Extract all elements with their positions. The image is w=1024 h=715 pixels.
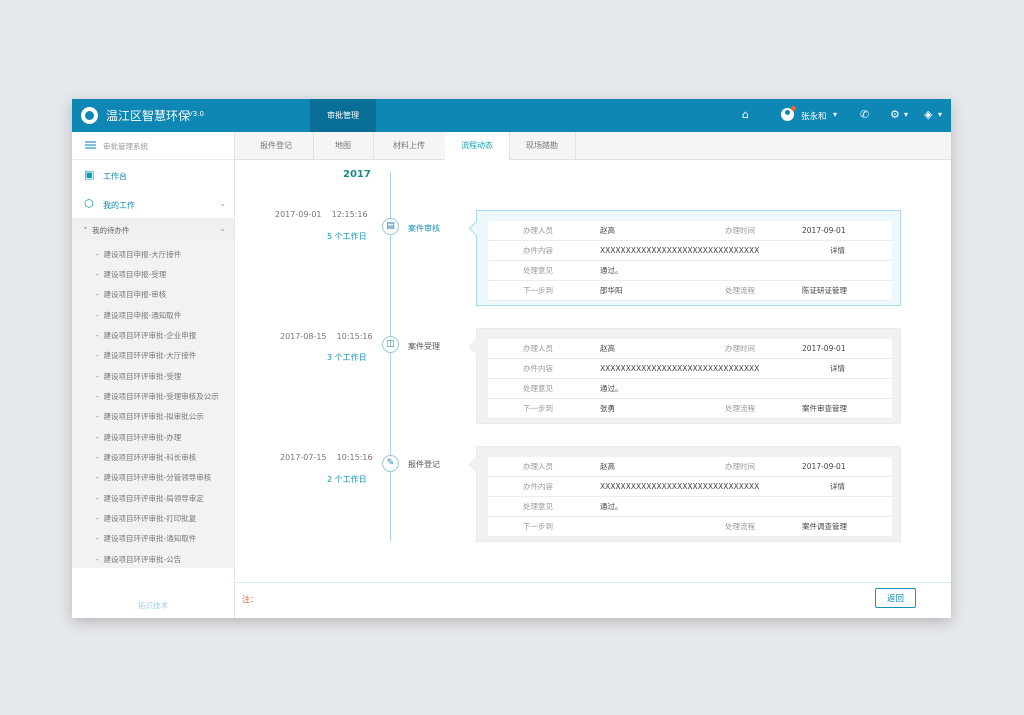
submenu-leaf[interactable]: - 建设项目申报-审核 bbox=[96, 290, 167, 299]
event-date: 2017-08-15 10:15:16 bbox=[280, 332, 373, 341]
submenu-leaf[interactable]: - 建设项目申报-受理 bbox=[96, 270, 167, 279]
app-version: V3.0 bbox=[188, 110, 204, 118]
detail-link[interactable]: 详情 bbox=[790, 358, 892, 379]
main-content: 报件登记 地图 材料上传 流程动态 现场踏勘 2017 2017-09-01 1… bbox=[235, 132, 951, 618]
chevron-down-icon[interactable]: ▾ bbox=[938, 110, 943, 119]
event-title: 案件审核 bbox=[408, 224, 440, 233]
tab-bar: 报件登记 地图 材料上传 流程动态 现场踏勘 bbox=[235, 132, 951, 160]
notification-dot bbox=[791, 106, 796, 111]
submenu-leaf[interactable]: - 建设项目环评审批-通知取件 bbox=[96, 534, 197, 543]
submenu-leaf[interactable]: - 建设项目环评审批-分管领导审核 bbox=[96, 473, 212, 482]
chevron-down-icon[interactable]: ▾ bbox=[833, 110, 838, 119]
phone-icon[interactable]: ✆ bbox=[860, 108, 870, 121]
sidebar-footer: 拓识技术 bbox=[138, 601, 168, 610]
event-duration: 3 个工作日 bbox=[327, 353, 367, 362]
tab-map[interactable]: 地图 bbox=[313, 132, 374, 159]
submenu-leaf[interactable]: - 建设项目环评审批-打印批复 bbox=[96, 514, 197, 523]
app-window: 温江区智慧环保 V3.0 审批管理 ⌂ 张永和 ▾ ✆ ⚙ ▾ ◈ ▾ 审批管理… bbox=[72, 99, 951, 618]
submenu-label: 我的待办件 bbox=[92, 226, 130, 235]
footer-bar: 注： 返回 bbox=[235, 582, 951, 618]
menu-icon[interactable] bbox=[85, 141, 96, 149]
event-card: 办理人员 赵高 办理时间 2017-09-01 办件内容 XXXXXXXXXXXXXXX… bbox=[468, 446, 901, 542]
submenu-leaf[interactable]: - 建设项目申报-通知取件 bbox=[96, 311, 182, 320]
sidebar-item-my-work[interactable]: ⬡ 我的工作 ⌄ bbox=[72, 191, 234, 218]
sidebar-item-label: 工作台 bbox=[103, 172, 127, 181]
note-label: 注： bbox=[242, 595, 258, 604]
event-card: 办理人员 赵高 办理时间 2017-09-01 办件内容 XXXXXXXXXXXXXXX… bbox=[468, 210, 901, 306]
module-tab-approval[interactable]: 审批管理 bbox=[310, 99, 376, 132]
submenu-leaf[interactable]: - 建设项目申报-大厅接件 bbox=[96, 250, 182, 259]
submenu-leaf[interactable]: - 建设项目环评审批-企业申报 bbox=[96, 331, 197, 340]
tab-site-survey[interactable]: 现场踏勘 bbox=[509, 132, 576, 159]
avatar[interactable] bbox=[781, 108, 794, 121]
chevron-down-icon: ⌄ bbox=[219, 224, 226, 233]
pencil-icon: ✎ bbox=[382, 455, 399, 472]
event-title: 案件受理 bbox=[408, 342, 440, 351]
submenu-leaf[interactable]: - 建设项目环评审批-局领导审定 bbox=[96, 494, 204, 503]
submenu-leaf[interactable]: - 建设项目环评审批-办理 bbox=[96, 433, 182, 442]
cube-icon: ⬡ bbox=[84, 197, 94, 210]
document-icon: ▤ bbox=[382, 218, 399, 235]
submenu-leaf[interactable]: - 建设项目环评审批-大厅接件 bbox=[96, 351, 197, 360]
sidebar: 审批管理系统 ▣ 工作台 ⬡ 我的工作 ⌄ • 我的待办件 ⌄ - 建设项目申报… bbox=[72, 132, 235, 618]
logo-icon bbox=[81, 107, 98, 124]
submenu-leaf[interactable]: - 建设项目环评审批-公告 bbox=[96, 555, 182, 564]
sidebar-title: 审批管理系统 bbox=[103, 142, 148, 151]
back-button[interactable]: 返回 bbox=[875, 588, 916, 608]
sidebar-header: 审批管理系统 bbox=[72, 132, 234, 160]
event-detail-table: 办理人员 赵高 办理时间 2017-09-01 办件内容 XXXXXXXXXXXXXXX… bbox=[488, 457, 892, 537]
event-duration: 5 个工作日 bbox=[327, 232, 367, 241]
detail-link[interactable]: 详情 bbox=[790, 240, 892, 261]
chevron-down-icon: ⌄ bbox=[219, 199, 226, 208]
card-pointer bbox=[468, 338, 485, 355]
monitor-icon: ▣ bbox=[84, 168, 95, 181]
event-date: 2017-09-01 12:15:16 bbox=[275, 210, 368, 219]
submenu-todo[interactable]: • 我的待办件 ⌄ bbox=[72, 218, 234, 240]
user-name[interactable]: 张永和 bbox=[801, 112, 827, 122]
bullet-icon: • bbox=[83, 224, 88, 233]
submenu-list: - 建设项目申报-大厅接件 - 建设项目申报-受理 - 建设项目申报-审核 - … bbox=[72, 240, 234, 568]
timeline-year: 2017 bbox=[343, 169, 371, 180]
submenu-leaf[interactable]: - 建设项目环评审批-科长审核 bbox=[96, 453, 197, 462]
event-title: 报件登记 bbox=[408, 460, 440, 469]
submenu-leaf[interactable]: - 建设项目环评审批-受理 bbox=[96, 372, 182, 381]
tab-process[interactable]: 流程动态 bbox=[445, 132, 510, 160]
event-card: 办理人员 赵高 办理时间 2017-09-01 办件内容 XXXXXXXXXXXXXXX… bbox=[468, 328, 901, 424]
timeline-line bbox=[390, 172, 391, 541]
event-detail-table: 办理人员 赵高 办理时间 2017-09-01 办件内容 XXXXXXXXXXXXXXX… bbox=[488, 339, 892, 419]
sidebar-item-label: 我的工作 bbox=[103, 201, 135, 210]
inbox-icon: ◫ bbox=[382, 336, 399, 353]
submenu-leaf[interactable]: - 建设项目环评审批-受理审核及公示 bbox=[96, 392, 219, 401]
sidebar-item-workbench[interactable]: ▣ 工作台 bbox=[72, 162, 234, 189]
gear-icon[interactable]: ⚙ bbox=[890, 108, 900, 121]
app-title: 温江区智慧环保 bbox=[106, 109, 191, 123]
tab-upload[interactable]: 材料上传 bbox=[373, 132, 446, 159]
event-detail-table: 办理人员 赵高 办理时间 2017-09-01 办件内容 XXXXXXXXXXXXXXX… bbox=[488, 221, 892, 301]
card-pointer bbox=[468, 220, 485, 237]
event-duration: 2 个工作日 bbox=[327, 475, 367, 484]
tab-registration[interactable]: 报件登记 bbox=[239, 132, 314, 159]
submenu-leaf[interactable]: - 建设项目环评审批-拟审批公示 bbox=[96, 412, 204, 421]
layers-icon[interactable]: ◈ bbox=[924, 108, 933, 121]
chevron-down-icon[interactable]: ▾ bbox=[904, 110, 909, 119]
detail-link[interactable]: 详情 bbox=[790, 476, 892, 497]
event-date: 2017-07-15 10:15:16 bbox=[280, 453, 373, 462]
card-pointer bbox=[468, 456, 485, 473]
home-icon[interactable]: ⌂ bbox=[742, 108, 749, 121]
top-bar: 温江区智慧环保 V3.0 审批管理 ⌂ 张永和 ▾ ✆ ⚙ ▾ ◈ ▾ bbox=[72, 99, 951, 132]
